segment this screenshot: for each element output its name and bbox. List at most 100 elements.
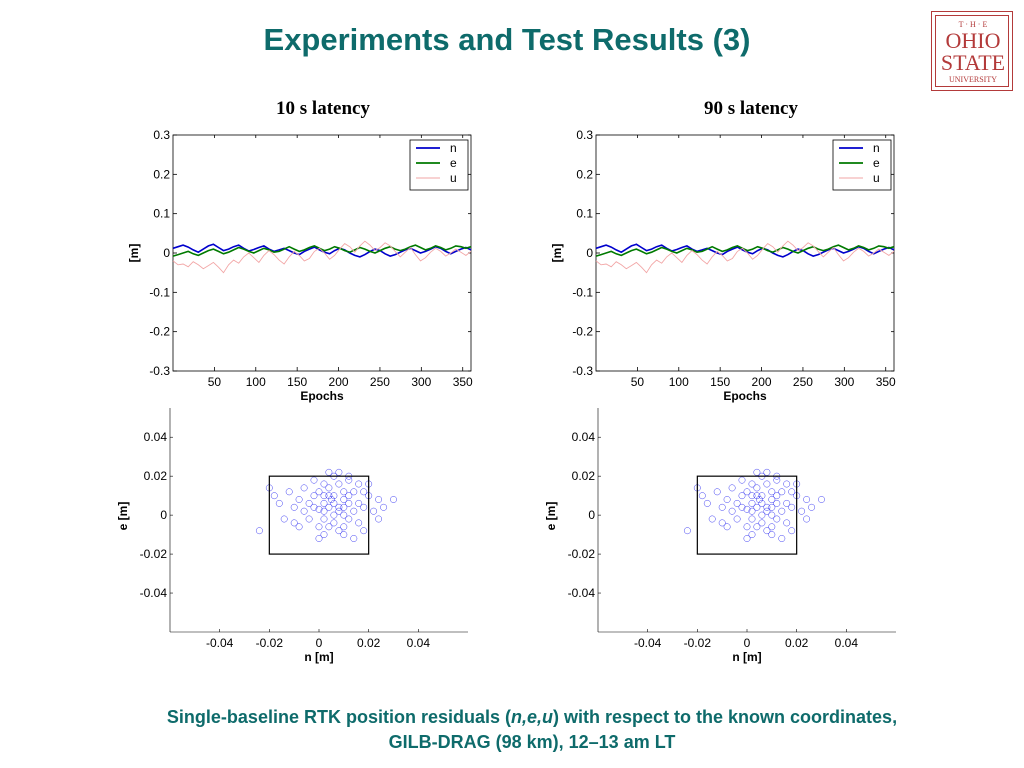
scatter-point xyxy=(753,484,761,492)
scatter-point xyxy=(270,492,278,500)
y-tick-label: 0.1 xyxy=(576,207,593,221)
x-tick-label: 200 xyxy=(329,375,349,389)
scatter-point xyxy=(743,488,751,496)
y-tick-label: 0.02 xyxy=(144,469,168,483)
scatter-point xyxy=(340,511,348,519)
caption-line1-post: ) with respect to the known coordinates, xyxy=(553,707,898,727)
scatter-point xyxy=(758,499,766,507)
x-tick-label: 350 xyxy=(876,375,896,389)
scatter-point xyxy=(340,496,348,503)
scatter-point xyxy=(728,507,736,515)
scatter-point xyxy=(788,488,796,496)
university-logo: T · H · E OHIO STATE UNIVERSITY xyxy=(931,11,1013,91)
scatter-point xyxy=(345,499,353,507)
scatter-point xyxy=(758,492,766,500)
scatter-point xyxy=(320,492,328,500)
scatter-point xyxy=(300,484,308,492)
logo-line3: STATE xyxy=(941,50,1005,75)
legend-label-u: u xyxy=(450,171,457,185)
scatter-point xyxy=(718,503,726,511)
y-tick-label: 0 xyxy=(586,246,593,260)
scatter-point xyxy=(743,535,751,542)
scatter-point xyxy=(340,531,348,539)
scatter-point xyxy=(315,523,323,531)
scatter-point xyxy=(290,519,298,527)
scatter-point xyxy=(763,503,771,511)
scatter-point xyxy=(355,499,363,507)
scatter-point xyxy=(713,488,721,496)
scatter-point xyxy=(305,499,313,507)
scatter-point xyxy=(708,515,716,523)
scatter-point xyxy=(753,523,761,531)
y-tick-label: -0.2 xyxy=(149,325,170,339)
legend-label-e: e xyxy=(873,156,880,170)
scatter-point xyxy=(738,503,746,511)
legend-label-u: u xyxy=(873,171,880,185)
scatter-point xyxy=(325,492,333,500)
scatter-point xyxy=(300,507,308,515)
scatter-point xyxy=(340,523,348,531)
scatter-point xyxy=(755,496,763,503)
scatter-point xyxy=(370,507,378,515)
caption-n: n xyxy=(510,707,522,727)
scatter-point xyxy=(773,499,781,507)
y-tick-label: -0.02 xyxy=(568,547,596,561)
scatter-point xyxy=(723,523,731,531)
y-tick-label: -0.3 xyxy=(149,364,170,378)
caption-line1-pre: Single-baseline RTK position residuals ( xyxy=(166,707,511,727)
x-axis-label: n [m] xyxy=(304,650,333,664)
x-tick-label: 150 xyxy=(710,375,730,389)
scatter-point xyxy=(295,523,303,531)
scatter-point xyxy=(773,492,781,500)
scatter-point xyxy=(320,480,328,488)
caption-comma-1: , xyxy=(521,707,527,727)
scatter-point xyxy=(698,492,706,500)
scatter-point xyxy=(330,492,338,500)
scatter-point xyxy=(768,523,776,531)
x-tick-label: 100 xyxy=(246,375,266,389)
scatter-point xyxy=(763,527,771,535)
scatter-point xyxy=(718,519,726,527)
y-tick-label: -0.02 xyxy=(140,547,168,561)
scatter-chart-left: 0.04 0.02 0 -0.02 -0.04 -0.04 -0.02 0 0.02 0.04 n … xyxy=(116,408,468,664)
scatter-point xyxy=(768,503,776,511)
series-line-e xyxy=(595,244,895,257)
scatter-point xyxy=(733,499,741,507)
y-tick-label: 0.2 xyxy=(576,167,593,181)
scatter-point xyxy=(798,507,806,515)
scatter-point xyxy=(330,499,338,507)
x-tick-label: -0.02 xyxy=(256,636,284,650)
scatter-point xyxy=(788,527,796,535)
y-tick-label: 0 xyxy=(160,508,167,522)
x-tick-label: 100 xyxy=(669,375,689,389)
scatter-point xyxy=(255,527,263,535)
scatter-point xyxy=(315,488,323,496)
scatter-point xyxy=(325,484,333,492)
series-line-e xyxy=(172,244,472,257)
scatter-point xyxy=(788,503,796,511)
x-tick-label: -0.04 xyxy=(634,636,662,650)
scatter-point xyxy=(375,515,383,523)
scatter-point xyxy=(763,480,771,488)
scatter-point xyxy=(748,531,756,539)
scatter-point xyxy=(305,515,313,523)
y-tick-label: 0.04 xyxy=(144,430,168,444)
y-axis-label: e [m] xyxy=(116,502,130,531)
scatter-point xyxy=(778,535,786,542)
scatter-point xyxy=(335,503,343,511)
logo-frame: T · H · E OHIO STATE UNIVERSITY xyxy=(935,15,1009,87)
caption-e: e xyxy=(527,707,538,727)
y-tick-label: 0.04 xyxy=(572,430,596,444)
scatter-point xyxy=(758,511,766,519)
scatter-point xyxy=(783,480,791,488)
scatter-point xyxy=(335,507,343,515)
scatter-point xyxy=(738,492,746,500)
time-series-chart-right: 0.3 0.2 0.1 0 -0.1 -0.2 -0.3 50 100 150 200 250 300 3… xyxy=(550,128,896,403)
scatter-point xyxy=(340,488,348,496)
x-tick-label: 300 xyxy=(834,375,854,389)
scatter-point xyxy=(773,476,781,484)
y-tick-label: 0 xyxy=(163,246,170,260)
scatter-point xyxy=(758,519,766,527)
scatter-point xyxy=(778,488,786,496)
scatter-point xyxy=(753,468,761,476)
